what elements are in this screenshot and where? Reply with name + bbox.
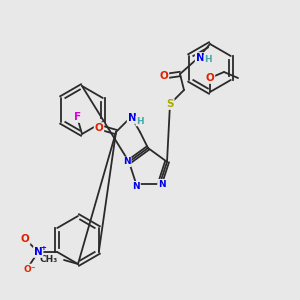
Text: N: N <box>196 53 204 63</box>
Text: H: H <box>204 56 212 64</box>
Text: F: F <box>74 112 82 122</box>
Text: N: N <box>132 182 140 191</box>
Text: S: S <box>166 99 174 109</box>
Text: CH₃: CH₃ <box>40 256 58 265</box>
Text: N: N <box>123 157 131 166</box>
Text: N: N <box>34 247 43 257</box>
Text: O: O <box>21 234 30 244</box>
Text: O: O <box>206 73 214 83</box>
Text: N: N <box>158 180 166 189</box>
Text: O: O <box>160 71 168 81</box>
Text: O⁻: O⁻ <box>24 265 37 274</box>
Text: N: N <box>128 113 136 123</box>
Text: +: + <box>40 245 46 251</box>
Text: H: H <box>136 116 144 125</box>
Text: O: O <box>94 123 103 133</box>
